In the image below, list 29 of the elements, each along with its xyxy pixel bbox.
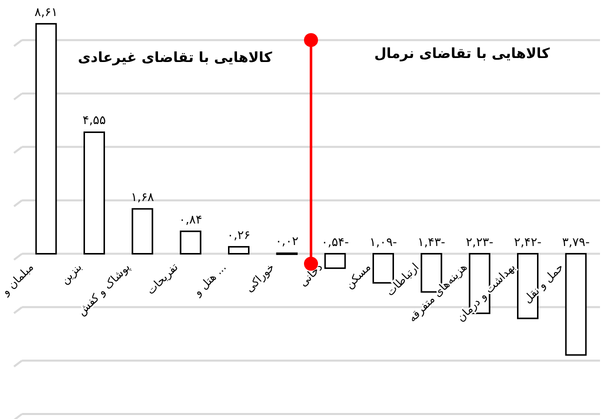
bar [35, 23, 57, 255]
annotation: کالاهایی با تقاضای غیرعادی [78, 50, 274, 66]
data-label: -۲,۲۳ [466, 234, 494, 249]
x-tick-label: مسکن [342, 260, 374, 292]
data-label: ۸,۶۱ [34, 4, 58, 19]
x-tick-label: مبلمان و [0, 260, 36, 298]
x-tick-label: ارتباطات [384, 260, 422, 299]
bar [180, 230, 202, 255]
data-label: ۰,۰۲ [275, 234, 298, 248]
data-label: ۰,۲۶ [227, 228, 250, 242]
data-label: ۰,۸۴ [179, 212, 202, 226]
bar [324, 253, 346, 269]
data-label: -۳,۷۹ [562, 234, 590, 249]
x-tick-label: خوراکی [242, 260, 278, 295]
annotation: کالاهایی با تقاضای نرمال [374, 46, 551, 62]
bar [228, 246, 250, 255]
data-label: -۱,۰۹ [370, 234, 397, 249]
x-tick-label: تفریحات [144, 260, 181, 298]
data-label: -۲,۴۲ [514, 234, 542, 249]
bar [132, 208, 154, 255]
data-label: ۱,۶۸ [130, 190, 155, 204]
x-tick-label: دخانی [296, 260, 326, 290]
bar [565, 253, 587, 356]
x-tick-label: بنزین [58, 260, 84, 287]
data-label: ۴,۵۵ [82, 113, 106, 128]
x-tick-label: هتل و ... [190, 260, 229, 300]
data-label: -۰,۵۴ [321, 234, 349, 249]
data-label: -۱,۴۳ [418, 234, 446, 249]
bar [84, 131, 105, 255]
